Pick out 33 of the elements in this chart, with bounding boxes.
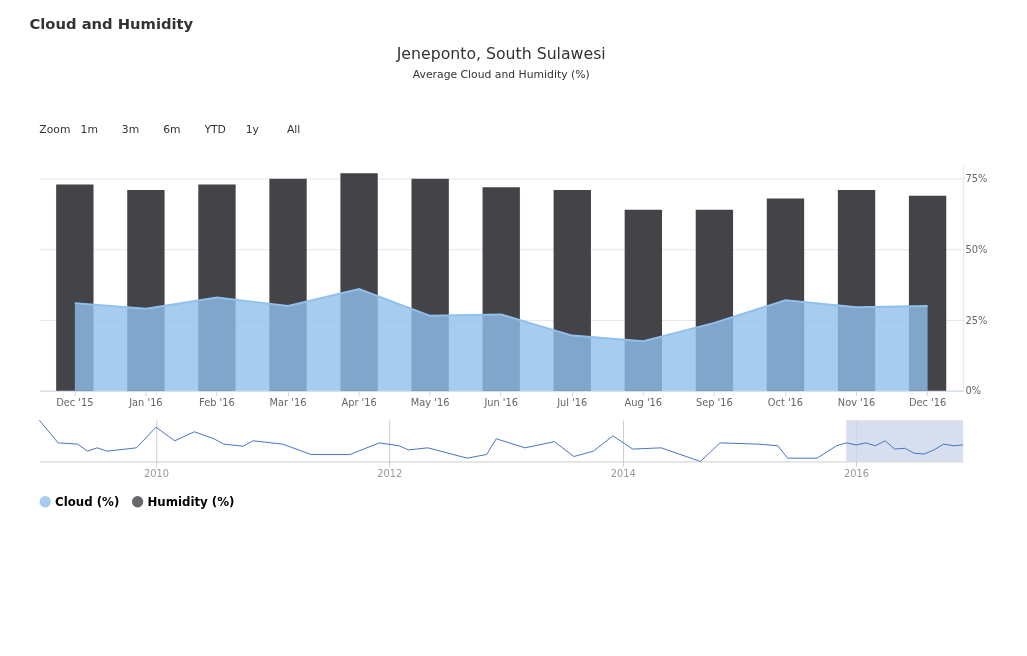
text: Cloud and Humidity bbox=[29, 15, 194, 33]
x-tick-label: Aug '16 bbox=[624, 396, 663, 408]
chart-subtitle: Average Cloud and Humidity (%) bbox=[412, 68, 590, 82]
x-tick-label: 2014 bbox=[610, 467, 636, 479]
x-tick-label: Nov '16 bbox=[837, 396, 876, 408]
x-tick-label: Jul '16 bbox=[556, 396, 588, 408]
x-tick-label: 2016 bbox=[844, 467, 870, 479]
x-tick-label: Sep '16 bbox=[696, 396, 733, 408]
x-tick-label: Jun '16 bbox=[483, 396, 519, 408]
y-tick-label: 25% bbox=[965, 314, 988, 326]
legend-label: Cloud (%) bbox=[55, 494, 120, 509]
y-tick-label: 0% bbox=[965, 385, 982, 397]
y-tick-label: 50% bbox=[965, 243, 988, 255]
x-tick-label: 2010 bbox=[143, 467, 169, 479]
text: 1m bbox=[80, 123, 98, 137]
text: 6m bbox=[163, 123, 181, 137]
x-tick-label: Mar '16 bbox=[269, 396, 307, 408]
chart-title: Jeneponto, South Sulawesi bbox=[395, 43, 606, 63]
x-tick-label: Apr '16 bbox=[341, 396, 377, 408]
text: 1y bbox=[245, 123, 260, 137]
text: Zoom bbox=[39, 123, 71, 137]
text: 3m bbox=[121, 123, 140, 137]
x-tick-label: 2012 bbox=[377, 467, 403, 479]
x-tick-label: Dec '16 bbox=[908, 396, 947, 408]
text: All bbox=[286, 123, 301, 137]
y-tick-label: 75% bbox=[965, 173, 988, 185]
x-tick-label: Dec '15 bbox=[56, 396, 94, 408]
x-tick-label: Feb '16 bbox=[199, 396, 235, 408]
legend-label: Humidity (%) bbox=[147, 494, 235, 509]
x-tick-label: Jan '16 bbox=[128, 396, 163, 408]
x-tick-label: May '16 bbox=[410, 396, 450, 408]
text: YTD bbox=[203, 123, 226, 137]
x-tick-label: Oct '16 bbox=[767, 396, 804, 408]
